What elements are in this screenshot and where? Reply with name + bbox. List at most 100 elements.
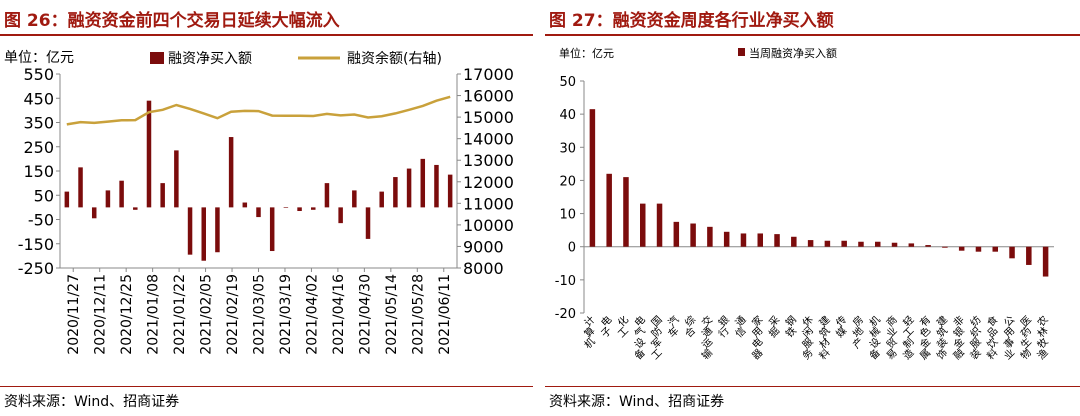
category-label-group: 采掘 — [766, 314, 782, 341]
industry-bar — [1026, 246, 1032, 265]
y-tick-label: 40 — [559, 108, 576, 123]
category-char: 造 — [900, 346, 916, 362]
industry-bar — [891, 242, 898, 247]
category-label-group: 汽车 — [665, 313, 681, 340]
x-tick-label: 2021/03/05 — [252, 274, 268, 355]
net-buy-bar — [283, 207, 289, 208]
industry-bar — [942, 246, 948, 248]
category-char: 备 — [632, 346, 648, 362]
left-chart-panel: 图 26：融资资金前四个交易日延续大幅流入 单位：亿元 融资净买入额 融资余额(右轴… — [0, 0, 533, 416]
industry-bar — [707, 226, 713, 247]
category-label-group: 通信 — [733, 314, 749, 341]
industry-bar — [791, 236, 797, 247]
category-char: 备 — [867, 346, 883, 362]
net-buy-bar — [119, 180, 124, 208]
left-unit-label: 单位：亿元 — [4, 50, 74, 66]
left-tick-label: -50 — [28, 211, 54, 230]
industry-bar — [606, 173, 612, 247]
industry-bar — [807, 240, 814, 247]
category-char: 工 — [616, 325, 631, 340]
x-tick-label: 2021/04/16 — [331, 274, 347, 355]
category-char: 装 — [967, 346, 983, 362]
x-tick-label: 2020/12/25 — [119, 274, 135, 355]
industry-bar — [740, 233, 747, 247]
category-char: 铁 — [783, 324, 799, 340]
right-chart-panel: 图 27：融资资金周度各行业净买入额 单位：亿元 当周融资净买入额 50 40 30 20… — [545, 0, 1080, 416]
category-label-group: 钢铁 — [783, 313, 799, 340]
category-char: 合 — [682, 324, 698, 340]
industry-bar — [1009, 246, 1015, 259]
x-tick-label: 2021/01/08 — [146, 274, 162, 355]
legend-bar-label: 融资净买入额 — [168, 51, 252, 67]
y-tick-label: 0 — [568, 241, 576, 256]
financing-balance-line — [66, 95, 451, 126]
category-char: 易 — [884, 347, 900, 363]
x-tick-label: 2021/02/19 — [225, 274, 241, 355]
category-label-group: 房地产 — [850, 313, 866, 351]
category-char: 业 — [1002, 347, 1018, 363]
category-char: 车 — [665, 324, 681, 340]
net-buy-bar — [269, 207, 275, 252]
net-buy-bar — [215, 207, 220, 253]
x-tick-label: 2021/04/02 — [304, 274, 320, 355]
net-buy-bar — [324, 183, 330, 208]
category-char: 融 — [951, 347, 967, 363]
category-char: 工 — [650, 347, 665, 362]
industry-bar — [723, 231, 730, 247]
left-tick-label: -250 — [18, 259, 54, 278]
right-source-rule — [545, 386, 1080, 387]
industry-bar — [958, 246, 965, 251]
left-title-rule — [0, 34, 533, 36]
industry-bar — [690, 223, 696, 247]
left-tick-label: 150 — [23, 162, 54, 181]
right-tick-label: 16000 — [463, 87, 514, 106]
legend-bar-swatch — [150, 52, 164, 64]
net-buy-bar — [187, 207, 193, 255]
y-tick-label: 50 — [559, 75, 576, 90]
x-tick-label: 2020/12/11 — [93, 274, 109, 355]
category-char: 机 — [581, 335, 597, 351]
x-tick-label: 2021/02/05 — [199, 274, 215, 355]
net-buy-bar — [420, 158, 426, 208]
industry-bar — [623, 177, 629, 247]
category-char: 输 — [699, 346, 715, 362]
industry-bar — [1042, 246, 1049, 277]
net-buy-bar — [379, 191, 384, 208]
x-tick-label: 2021/06/11 — [437, 274, 453, 355]
y-tick-label: 10 — [559, 208, 576, 223]
industry-bar — [757, 233, 763, 247]
left-source-note: 资料来源：Wind、招商证券 — [4, 394, 180, 410]
right-source-note: 资料来源：Wind、招商证券 — [549, 394, 725, 410]
category-label-group: 化工 — [615, 313, 631, 340]
industry-bar — [774, 234, 780, 247]
category-char: 物 — [1018, 346, 1034, 362]
right-tick-label: 12000 — [463, 173, 514, 192]
industry-bar — [925, 245, 931, 247]
industry-bar — [975, 246, 982, 252]
right-tick-label: 10000 — [463, 216, 514, 235]
net-buy-bar — [160, 183, 165, 208]
category-char: 产 — [850, 335, 866, 351]
net-buy-bar — [297, 207, 302, 212]
x-tick-label: 2021/05/28 — [410, 274, 426, 355]
y-tick-label: 20 — [559, 174, 576, 189]
right-tick-label: 9000 — [463, 237, 504, 256]
net-buy-bar — [133, 207, 138, 210]
industry-bar — [908, 243, 915, 247]
category-char: 媒 — [834, 325, 850, 341]
left-tick-label: 50 — [34, 186, 54, 205]
x-tick-label: 2021/05/14 — [384, 274, 400, 355]
right-tick-label: 17000 — [463, 65, 514, 84]
net-buy-bar — [78, 167, 83, 208]
category-char: 器 — [750, 347, 766, 363]
